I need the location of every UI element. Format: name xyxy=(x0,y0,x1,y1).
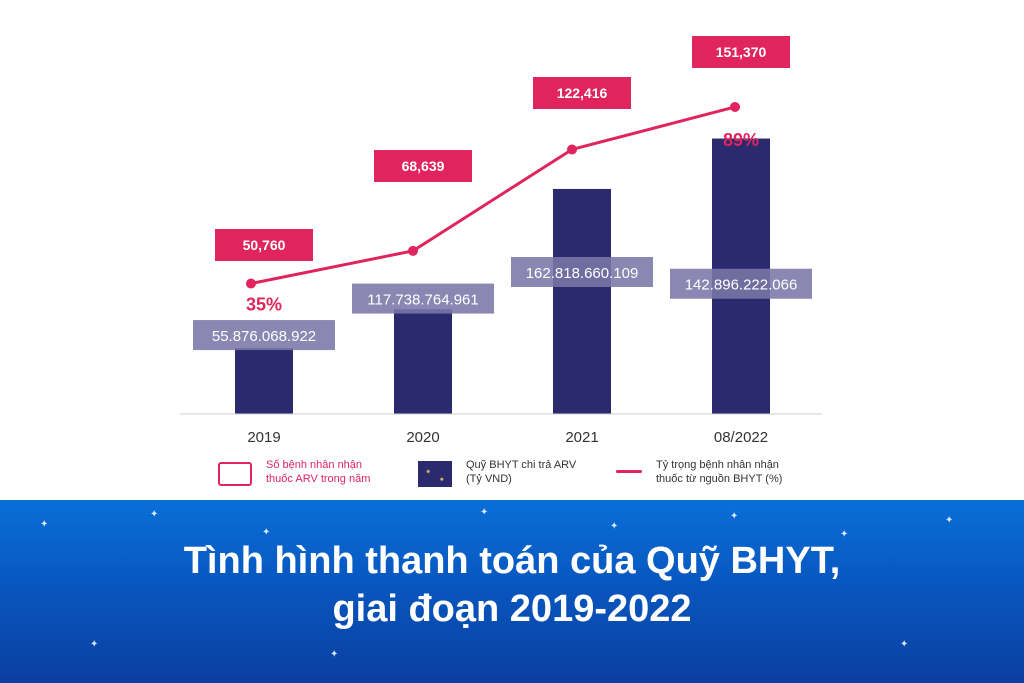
ratio-label: 35% xyxy=(246,295,282,315)
patient-count-box xyxy=(692,36,790,68)
legend-item-ratio: Tỷ trọng bệnh nhân nhận thuốc từ nguồn B… xyxy=(616,458,782,486)
patient-count-box xyxy=(215,229,313,261)
fund-bar xyxy=(553,188,611,414)
sparkle-icon: ✦ xyxy=(610,521,619,532)
fund-value-label: 142.896.222.066 xyxy=(685,277,798,294)
fund-value-band xyxy=(511,257,653,287)
patient-count-label: 122,416 xyxy=(557,85,608,101)
ratio-point xyxy=(408,245,418,256)
sparkle-icon: ✦ xyxy=(840,529,849,540)
ratio-line-layer: 35% 45% 76% 89% xyxy=(246,101,759,315)
sparkle-icon: ✦ xyxy=(40,519,49,530)
legend-box-icon xyxy=(218,462,252,486)
sparkle-icon: ✦ xyxy=(730,511,739,522)
sparkle-icon: ✦ xyxy=(150,509,159,520)
bars-layer xyxy=(235,138,770,414)
sparkle-icon: ✦ xyxy=(90,639,99,650)
sparkle-icon: ✦ xyxy=(262,527,271,538)
legend: Số bệnh nhân nhận thuốc ARV trong năm Qu… xyxy=(0,458,1024,498)
fund-bar xyxy=(235,348,293,414)
fund-value-band xyxy=(193,320,335,351)
x-tick-label: 08/2022 xyxy=(714,429,768,446)
fund-value-band xyxy=(352,283,494,314)
fund-value-label: 117.738.764.961 xyxy=(367,292,479,309)
ratio-point xyxy=(730,101,740,112)
banner-title-line-2: giai đoạn 2019-2022 xyxy=(332,588,692,630)
legend-bar-icon xyxy=(418,461,452,487)
fund-bands-layer: 55.876.068.922 117.738.764.961 162.818.660… xyxy=(193,257,812,351)
banner-title-line-1: Tình hình thanh toán của Quỹ BHYT, xyxy=(183,540,841,582)
chart: 55.876.068.922 117.738.764.961 162.818.660… xyxy=(180,36,822,446)
ratio-point xyxy=(246,278,256,289)
fund-value-band xyxy=(670,268,812,299)
sparkle-icon: ✦ xyxy=(900,639,909,650)
patient-count-box xyxy=(533,77,631,109)
sparkle-icon: ✦ xyxy=(330,649,339,660)
fund-bar xyxy=(394,309,452,414)
patient-count-label: 50,760 xyxy=(243,237,286,253)
ratio-series-line xyxy=(250,105,736,286)
legend-label-fund: Quỹ BHYT chi trả ARV (Tỷ VND) xyxy=(466,459,577,485)
ratio-label: 89% xyxy=(723,130,759,150)
patient-count-box xyxy=(374,150,472,182)
legend-item-patients: Số bệnh nhân nhận thuốc ARV trong năm xyxy=(218,458,370,486)
legend-item-fund: Quỹ BHYT chi trả ARV (Tỷ VND) xyxy=(418,458,576,487)
legend-label-ratio: Tỷ trọng bệnh nhân nhận thuốc từ nguồn B… xyxy=(656,459,783,485)
patient-boxes-layer: 50,760 68,639 122,416 151,370 xyxy=(215,36,790,261)
patient-count-label: 151,370 xyxy=(716,44,767,60)
x-tick-label: 2021 xyxy=(565,429,598,446)
legend-line-icon xyxy=(616,470,642,473)
x-tick-label: 2019 xyxy=(247,429,280,446)
x-axis-labels: 2019 2020 2021 08/2022 xyxy=(247,429,768,446)
fund-value-label: 162.818.660.109 xyxy=(526,265,639,282)
ratio-label: 76% xyxy=(564,164,600,184)
sparkle-icon: ✦ xyxy=(480,507,489,518)
ratio-label: 45% xyxy=(405,262,441,282)
legend-label-patients: Số bệnh nhân nhận thuốc ARV trong năm xyxy=(266,459,371,485)
fund-value-label: 55.876.068.922 xyxy=(212,328,316,345)
patient-count-label: 68,639 xyxy=(402,158,445,174)
ratio-point xyxy=(567,144,577,155)
sparkle-icon: ✦ xyxy=(945,515,954,526)
x-tick-label: 2020 xyxy=(406,429,439,446)
title-banner: ✦ ✦ ✦ ✦ ✦ ✦ ✦ ✦ ✦ ✦ ✦ Tình hình thanh to… xyxy=(0,500,1024,683)
